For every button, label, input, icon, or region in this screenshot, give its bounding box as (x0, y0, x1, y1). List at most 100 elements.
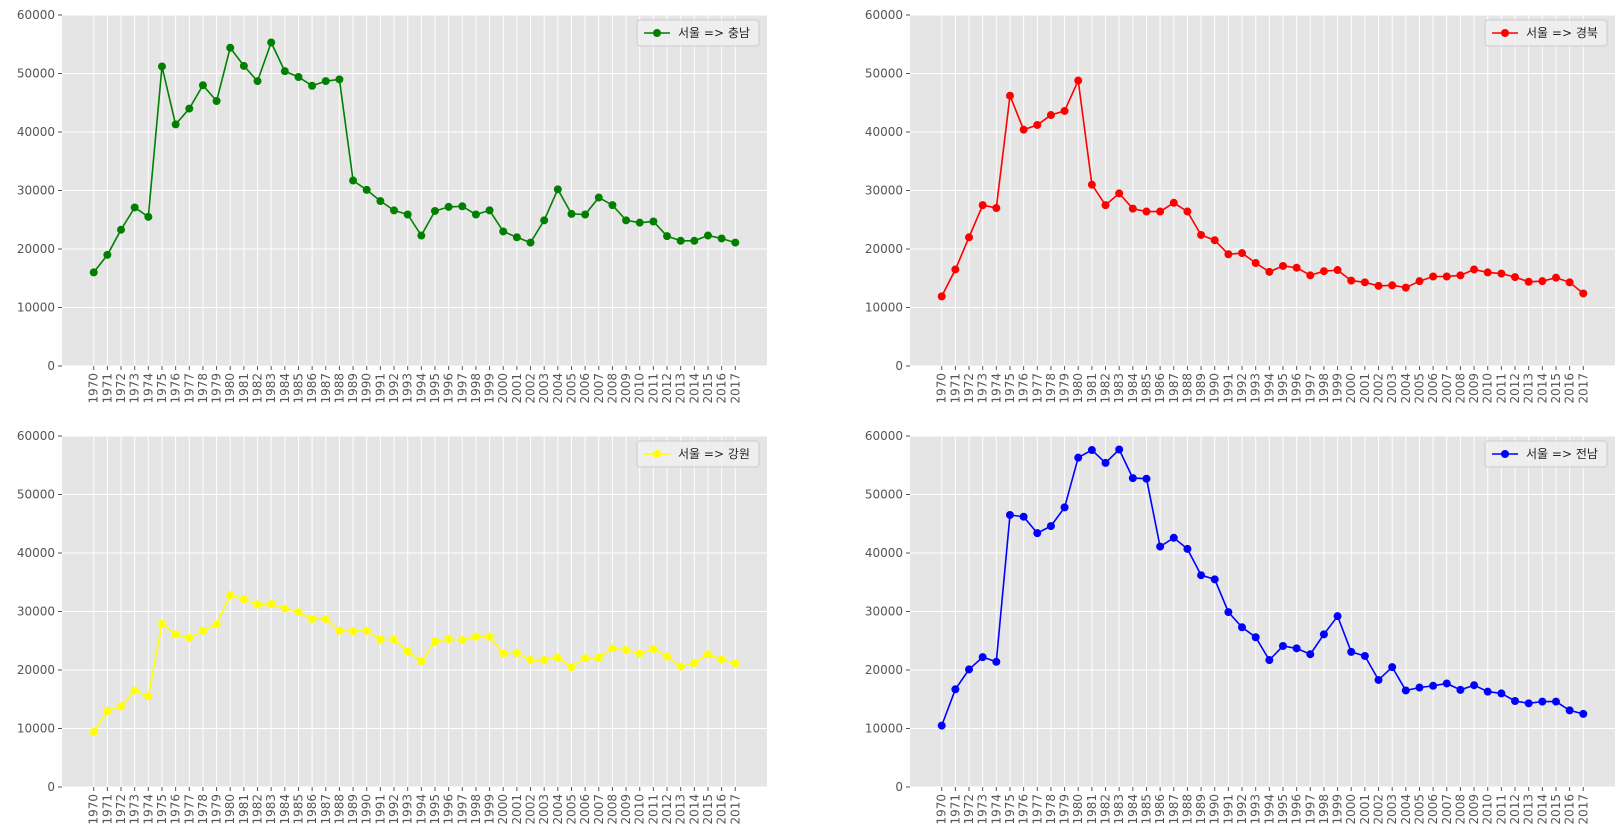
x-tick-label: 1979 (210, 373, 224, 404)
data-point (1401, 283, 1410, 292)
x-tick-label: 1981 (1085, 794, 1099, 825)
data-point (978, 201, 987, 210)
data-point (1579, 709, 1588, 718)
data-point (1142, 207, 1151, 216)
data-point (485, 206, 494, 215)
y-tick-label: 0 (895, 359, 903, 373)
x-tick-label: 1998 (469, 373, 483, 404)
x-tick-label: 1974 (141, 794, 155, 825)
x-tick-label: 2002 (1372, 373, 1386, 404)
data-point (103, 250, 112, 259)
x-tick-label: 1999 (483, 373, 497, 404)
x-tick-label: 1987 (319, 794, 333, 825)
data-point (649, 217, 658, 226)
data-point (1005, 510, 1014, 519)
y-tick-label: 10000 (865, 722, 903, 736)
data-point (992, 204, 1001, 213)
legend-marker-swatch (653, 450, 661, 458)
data-point (1292, 644, 1301, 653)
data-point (1128, 474, 1137, 483)
data-point (635, 218, 644, 227)
data-point (1456, 685, 1465, 694)
data-point (1033, 529, 1042, 538)
x-tick-label: 2011 (1494, 794, 1508, 825)
x-tick-label: 2013 (1522, 373, 1536, 404)
data-point (144, 692, 153, 701)
data-point (362, 185, 371, 194)
x-tick-label: 1985 (291, 373, 305, 404)
y-tick-label: 50000 (17, 67, 55, 81)
x-tick-label: 2014 (1535, 373, 1549, 404)
data-point (1483, 687, 1492, 696)
x-tick-label: 1974 (989, 794, 1003, 825)
data-point (321, 615, 330, 624)
data-point (1429, 272, 1438, 281)
x-tick-label: 2006 (1426, 794, 1440, 825)
data-point (1128, 204, 1137, 213)
x-tick-label: 1971 (100, 373, 114, 404)
x-tick-label: 1983 (264, 373, 278, 404)
y-tick-label: 60000 (17, 429, 55, 443)
x-tick-label: 1971 (948, 794, 962, 825)
x-tick-label: 2012 (1508, 794, 1522, 825)
data-point (1210, 236, 1219, 245)
x-tick-label: 2000 (496, 373, 510, 404)
x-tick-label: 1998 (1317, 794, 1331, 825)
data-point (512, 649, 521, 658)
legend-label: 서울 => 전남 (1526, 447, 1598, 461)
data-point (1046, 522, 1055, 531)
data-point (1251, 259, 1260, 268)
data-point (226, 43, 235, 52)
y-tick-label: 0 (47, 780, 55, 794)
x-tick-label: 2015 (1549, 794, 1563, 825)
x-tick-label: 2005 (1412, 794, 1426, 825)
x-tick-label: 1981 (237, 373, 251, 404)
x-tick-label: 2011 (1494, 373, 1508, 404)
x-tick-label: 1996 (442, 373, 456, 404)
y-tick-label: 10000 (17, 301, 55, 315)
data-point (1511, 273, 1520, 282)
x-tick-label: 1983 (1112, 373, 1126, 404)
data-point (1087, 180, 1096, 189)
x-tick-label: 1992 (1235, 373, 1249, 404)
x-tick-label: 2016 (1563, 373, 1577, 404)
x-tick-label: 1972 (114, 794, 128, 825)
y-tick-label: 0 (47, 359, 55, 373)
x-tick-label: 1997 (1303, 794, 1317, 825)
x-tick-label: 1992 (387, 794, 401, 825)
x-tick-label: 1989 (346, 794, 360, 825)
x-tick-label: 2009 (1467, 794, 1481, 825)
data-point (731, 659, 740, 668)
data-point (608, 201, 617, 210)
x-tick-label: 2015 (701, 373, 715, 404)
data-point (1333, 266, 1342, 275)
x-tick-label: 1975 (155, 794, 169, 825)
data-point (1319, 630, 1328, 639)
data-point (321, 77, 330, 86)
x-tick-label: 1984 (278, 794, 292, 825)
x-tick-label: 1994 (1262, 373, 1276, 404)
data-point (458, 202, 467, 211)
data-point (622, 216, 631, 225)
data-point (663, 652, 672, 661)
data-point (1292, 263, 1301, 272)
data-point (1333, 612, 1342, 621)
x-tick-label: 2006 (578, 373, 592, 404)
data-point (376, 197, 385, 206)
x-tick-label: 2009 (1467, 373, 1481, 404)
data-point (1415, 277, 1424, 286)
y-tick-label: 20000 (17, 242, 55, 256)
x-tick-label: 1988 (332, 794, 346, 825)
x-tick-label: 1976 (169, 373, 183, 404)
legend: 서울 => 강원 (636, 440, 760, 468)
data-point (1538, 697, 1547, 706)
x-tick-label: 2017 (728, 373, 742, 404)
data-point (1306, 650, 1315, 659)
data-point (1538, 277, 1547, 286)
x-tick-label: 1979 (1058, 794, 1072, 825)
x-tick-label: 2011 (646, 373, 660, 404)
data-point (1005, 91, 1014, 100)
data-point (349, 627, 358, 636)
